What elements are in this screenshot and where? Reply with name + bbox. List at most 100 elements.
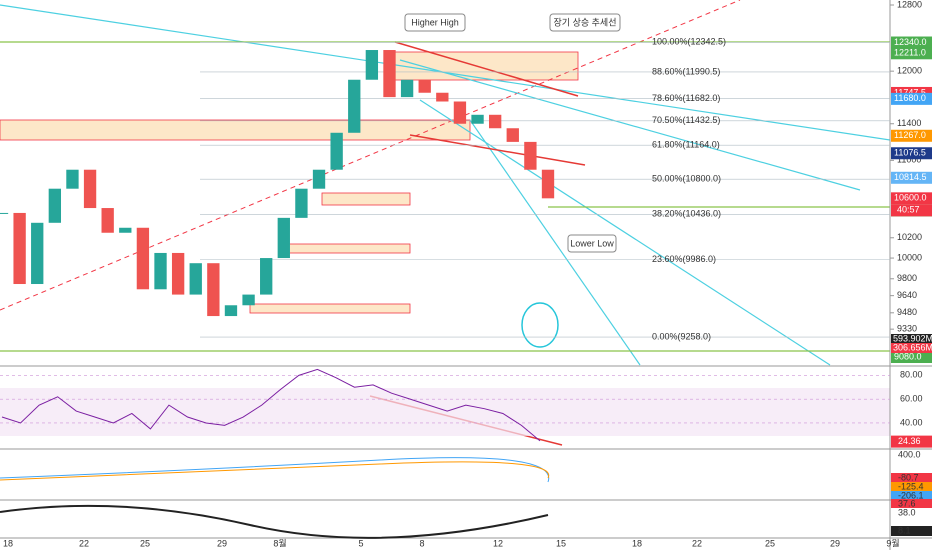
price-label-box: [891, 351, 932, 363]
y-tick-label: 12800: [897, 0, 922, 9]
y-tick-label: 10000: [897, 252, 922, 262]
candle: [400, 79, 414, 98]
volume-label-box: [891, 334, 932, 344]
x-tick-label: 8: [419, 538, 424, 548]
trend-line: [394, 41, 579, 97]
zone: [0, 119, 471, 141]
macd-label: -125.4: [898, 481, 924, 491]
price-label-box: [891, 147, 932, 160]
osc-label-box: [891, 526, 932, 536]
price-label: 11076.5: [891, 147, 932, 160]
candle: [154, 252, 167, 290]
candle: [207, 263, 220, 317]
macd-label-box: [891, 450, 932, 460]
x-tick-label: 29: [830, 538, 840, 548]
trend-line: [409, 134, 586, 166]
fib-label: 78.60%(11682.0): [652, 93, 720, 103]
volume-label-text: 306.656M: [893, 342, 932, 352]
candle: [48, 188, 62, 223]
osc-label-box: [891, 508, 932, 518]
x-tick-label: 9월: [886, 537, 899, 548]
candle: [365, 50, 379, 80]
fib-label: 100.00%(12342.5): [652, 37, 726, 47]
price-label-text: 12340.0: [894, 37, 927, 47]
price-label: 11267.0: [891, 129, 932, 142]
price-label: 10814.5: [891, 171, 932, 184]
zone: [249, 303, 411, 314]
rsi-last: 24.36: [891, 435, 932, 448]
zone: [279, 243, 411, 254]
trend-line: [399, 59, 861, 191]
fib-label: 70.50%(11432.5): [652, 115, 720, 125]
x-tick-label: 5: [358, 538, 363, 548]
x-tick-label: 18: [632, 538, 642, 548]
x-tick-label: 18: [3, 538, 13, 548]
osc-label: 37.6: [898, 498, 916, 508]
y-tick-label: 9640: [897, 290, 917, 300]
candle: [383, 50, 396, 98]
candle: [418, 79, 431, 93]
candle: [242, 294, 255, 306]
y-tick-label: 60.00: [900, 394, 923, 404]
rsi-line: [1, 368, 541, 442]
x-tick-label: 12: [493, 538, 503, 548]
y-tick-label: 10200: [897, 232, 922, 242]
price-label-box: [891, 192, 932, 205]
y-tick-label: 80.00: [900, 370, 923, 380]
price-label-text: 10600.0: [894, 193, 927, 203]
price-label-box: [891, 92, 932, 105]
osc-label: 38.0: [898, 507, 916, 517]
x-tick-label: 29: [217, 538, 227, 548]
price-label: 11680.0: [891, 92, 932, 105]
candle: [524, 141, 537, 170]
oscillator-line: [0, 504, 549, 539]
signal-line: [0, 461, 550, 481]
x-tick-label: 25: [140, 538, 150, 548]
candle: [277, 217, 290, 259]
price-label-text: 11747.5: [894, 87, 926, 97]
x-tick-label: 22: [79, 538, 89, 548]
rsi-last-box: [891, 435, 932, 448]
volume-label-text: 593.902M: [893, 333, 932, 343]
trend-line: [0, 0, 741, 311]
candle: [83, 169, 97, 209]
callout-box: [404, 13, 466, 32]
price-label: 12211.0: [891, 47, 932, 60]
callout: Lower Low: [567, 234, 617, 253]
volume-label-box: [891, 343, 932, 353]
candle: [101, 208, 114, 233]
candle: [488, 114, 502, 129]
macd-label: -206.1: [898, 490, 924, 500]
y-tick-label: 9480: [897, 307, 917, 317]
callout: Higher High: [404, 13, 466, 32]
candle: [506, 128, 519, 142]
osc-label-box: [891, 499, 932, 509]
callout-box: [549, 13, 621, 32]
price-label-box: [891, 129, 932, 142]
candle: [260, 258, 273, 295]
candle: [436, 92, 449, 102]
price-label-text: 12211.0: [894, 48, 926, 58]
macd-line: [0, 457, 550, 483]
candle: [348, 79, 361, 133]
rsi-band: [0, 388, 890, 436]
price-label: 12340.0: [891, 36, 932, 49]
candle: [136, 227, 150, 290]
candle: [119, 227, 132, 233]
trend-line: [469, 119, 641, 366]
y-tick-label: 11400: [897, 118, 921, 128]
candle: [171, 252, 185, 295]
candle: [541, 169, 555, 199]
x-tick-label: 15: [556, 538, 566, 548]
trend-line: [419, 99, 831, 366]
highlight: [521, 302, 559, 348]
candle: [0, 212, 9, 214]
candle: [224, 305, 238, 317]
price-label-text: 11076.5: [894, 148, 926, 158]
macd-label: 400.0: [898, 449, 921, 459]
fib-label: 61.80%(11164.0): [652, 140, 720, 150]
candle: [453, 101, 467, 124]
x-tick-label: 8월: [273, 537, 286, 548]
annotation: Lower Low: [570, 238, 614, 248]
